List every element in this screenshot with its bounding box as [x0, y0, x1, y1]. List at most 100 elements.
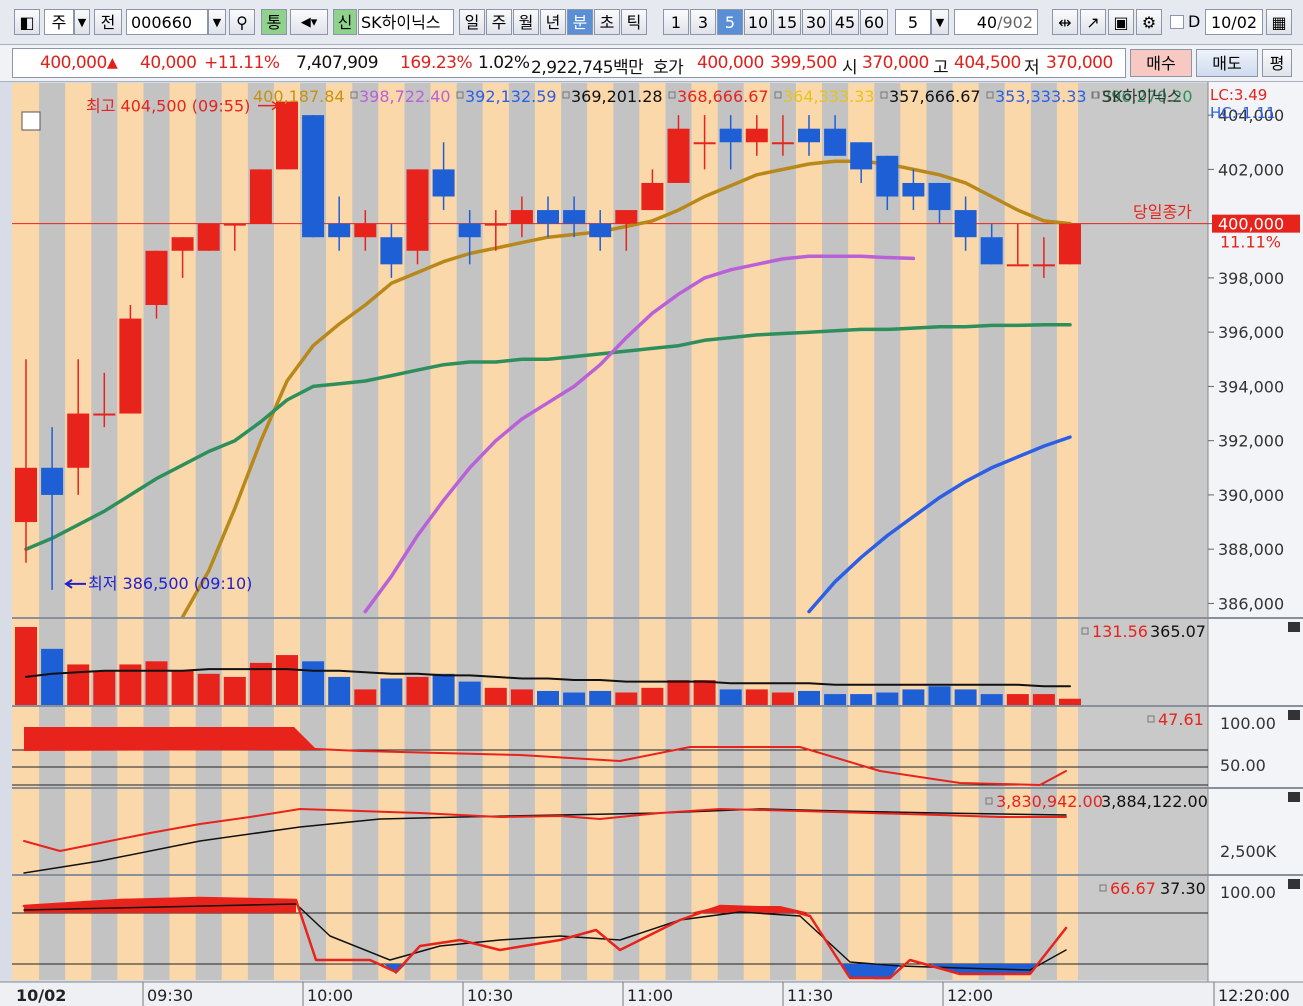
time-band — [769, 83, 796, 617]
save-icon[interactable]: ▣ — [1108, 9, 1134, 35]
chevron-down-icon[interactable]: ▼ — [74, 9, 90, 35]
panel2-ytick-top: 100.00 — [1220, 714, 1276, 733]
volume-bar — [67, 664, 90, 705]
search-icon[interactable]: ⚲ — [229, 9, 255, 35]
volume-bar — [798, 690, 820, 705]
time-band — [822, 83, 849, 617]
interval-tab-4[interactable]: 15 — [773, 9, 801, 35]
interval-tab-5[interactable]: 30 — [802, 9, 830, 35]
time-band — [404, 707, 431, 787]
new-button[interactable]: 신 — [333, 9, 357, 35]
period-tab-3[interactable]: 년 — [540, 9, 566, 35]
interval-tab-6[interactable]: 45 — [831, 9, 859, 35]
volume-bar — [354, 689, 377, 705]
time-band — [978, 83, 1005, 617]
bid-price: 399,500 — [770, 53, 837, 73]
volume-bar — [41, 648, 64, 705]
y-tick-label: 402,000 — [1218, 160, 1284, 179]
quote-volume-ratio: 169.23% — [400, 53, 473, 73]
time-band — [874, 876, 901, 980]
volume-bar — [15, 627, 37, 705]
time-band — [822, 707, 849, 787]
time-band — [926, 707, 953, 787]
panel3-value-1: 3,830,942.00 — [996, 792, 1103, 811]
candle-body — [223, 223, 246, 226]
y-tick-label: 386,000 — [1218, 594, 1284, 613]
sell-button[interactable]: 매도 — [1196, 49, 1258, 77]
count-select[interactable]: 5 — [895, 9, 931, 35]
period-tab-4[interactable]: 분 — [567, 9, 593, 35]
calendar-icon[interactable]: ▦ — [1266, 9, 1292, 35]
prev-button[interactable]: 전 — [94, 9, 122, 35]
chevron-down-icon[interactable]: ▼ — [931, 9, 949, 35]
ask-price: 400,000 — [697, 53, 764, 73]
candle-body — [693, 142, 716, 145]
period-tab-5[interactable]: 초 — [594, 9, 620, 35]
time-band — [561, 707, 588, 787]
candle-body — [563, 210, 586, 224]
time-band — [195, 83, 222, 617]
volume-bar — [667, 680, 690, 705]
d-checkbox[interactable] — [1170, 15, 1184, 29]
mode-select[interactable]: 주 — [44, 9, 74, 35]
period-tab-6[interactable]: 틱 — [621, 9, 647, 35]
candle-body — [902, 182, 925, 197]
y-tick-label: 388,000 — [1218, 540, 1284, 559]
link-button[interactable]: 통 — [261, 9, 287, 35]
candle-body — [458, 223, 481, 238]
period-tab-0[interactable]: 일 — [459, 9, 485, 35]
speaker-icon[interactable]: ◀▾ — [290, 9, 328, 35]
eval-button[interactable]: 평 — [1262, 49, 1292, 77]
candle-body — [954, 210, 977, 238]
candle-body — [824, 128, 847, 156]
high-arrow-icon — [258, 100, 280, 111]
interval-tab-3[interactable]: 10 — [744, 9, 772, 35]
candle-body — [667, 128, 690, 183]
volume-bar — [641, 687, 664, 705]
ma-legend-value: 369,201.28 — [571, 87, 663, 106]
panel-close-icon — [1288, 622, 1300, 632]
trendline-icon[interactable]: ↗ — [1080, 9, 1106, 35]
panel3-line — [23, 808, 1067, 852]
volume-bar — [980, 694, 1003, 705]
legend-marker — [880, 91, 888, 99]
period-tab-1[interactable]: 주 — [486, 9, 512, 35]
interval-tab-2[interactable]: 5 — [717, 9, 743, 35]
chevron-down-icon[interactable]: ▼ — [208, 9, 226, 35]
period-tab-2[interactable]: 월 — [513, 9, 539, 35]
count-field[interactable]: 40/902 — [954, 9, 1038, 35]
interval-tab-7[interactable]: 60 — [860, 9, 888, 35]
candle-body — [354, 223, 377, 238]
candle-body — [171, 237, 194, 251]
volume-bar — [197, 673, 220, 705]
crosshair-icon[interactable]: ⇹ — [1052, 9, 1078, 35]
time-band — [717, 876, 744, 980]
candle-body — [798, 128, 820, 143]
time-band — [1030, 789, 1057, 874]
chart-window-icon[interactable]: ◧ — [14, 9, 40, 35]
close-pct-label: 11.11% — [1220, 233, 1281, 252]
chart-area[interactable]: 386,000 388,000 390,000 392,000 394,000 396,0… — [0, 82, 1303, 1006]
buy-button[interactable]: 매수 — [1130, 49, 1192, 77]
time-band — [717, 789, 744, 874]
time-band — [978, 876, 1005, 980]
time-band — [874, 789, 901, 874]
interval-tab-0[interactable]: 1 — [663, 9, 689, 35]
gear-icon[interactable]: ⚙ — [1136, 9, 1162, 35]
legend-marker — [456, 91, 464, 99]
close-price-tag-text: 400,000 — [1218, 215, 1284, 234]
ma-legend-value: 357,666.67 — [889, 87, 981, 106]
stock-code-input[interactable]: 000660 — [126, 9, 208, 35]
open-price: 370,000 — [862, 53, 929, 73]
time-band — [769, 789, 796, 874]
interval-tab-1[interactable]: 3 — [690, 9, 716, 35]
candle-body — [67, 413, 90, 468]
y-tick-label: 398,000 — [1218, 269, 1284, 288]
candle-body — [1006, 264, 1029, 267]
time-band — [352, 83, 379, 617]
volume-value-1: 131.56 — [1092, 622, 1148, 641]
date-input[interactable]: 10/02 — [1205, 9, 1263, 35]
ma-legend-value: 400,187.84 — [253, 87, 345, 106]
x-tick-label: 12:20:00 — [1218, 986, 1290, 1005]
time-band — [874, 619, 901, 705]
